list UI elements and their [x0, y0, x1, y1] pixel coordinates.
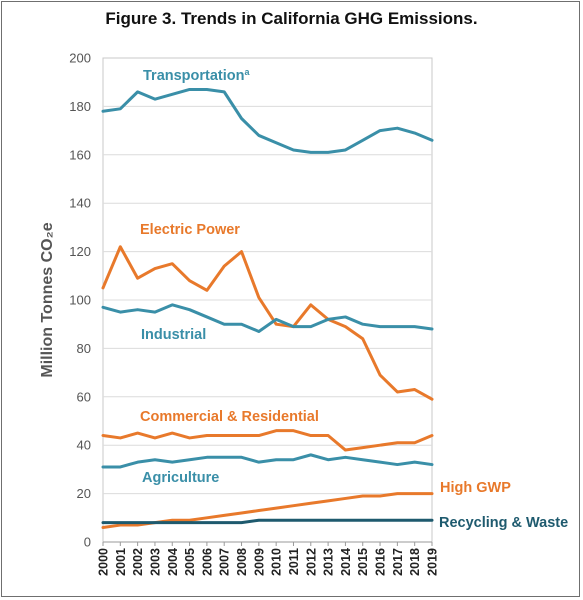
series-line-transportation [101, 87, 434, 154]
series-label-electric-power: Electric Power [140, 222, 240, 238]
x-tick-label: 2015 [356, 548, 370, 576]
y-tick-label: 180 [69, 99, 91, 114]
x-tick-label: 2005 [183, 548, 197, 576]
y-tick-label: 200 [69, 51, 91, 66]
y-tick-label: 20 [77, 486, 91, 501]
x-tick-label: 2000 [97, 548, 111, 576]
x-tick-label: 2014 [339, 548, 353, 576]
x-tick-label: 2006 [200, 548, 214, 576]
y-tick-label: 80 [77, 341, 91, 356]
x-tick-label: 2016 [374, 548, 388, 576]
series-label-superscript: a [245, 67, 251, 77]
y-tick-label: 60 [77, 389, 91, 404]
x-tick-label: 2009 [252, 548, 266, 576]
series-line-industrial [101, 303, 434, 333]
x-tick-label: 2002 [131, 548, 145, 576]
x-tick-label: 2018 [408, 548, 422, 576]
series-line-agriculture [101, 453, 434, 469]
x-tick-label: 2010 [270, 548, 284, 576]
y-tick-label: 0 [84, 535, 91, 550]
series-label-commercial-residential: Commercial & Residential [140, 409, 319, 425]
series-label-high-gwp: High GWP [440, 480, 511, 496]
y-tick-label: 160 [69, 147, 91, 162]
x-tick-label: 2012 [304, 548, 318, 576]
y-tick-label: 100 [69, 293, 91, 308]
series-label-industrial: Industrial [141, 327, 206, 343]
series-line-recycling-waste [101, 518, 434, 525]
y-tick-label: 120 [69, 244, 91, 259]
x-tick-label: 2017 [391, 548, 405, 576]
x-tick-label: 2004 [166, 548, 180, 576]
x-tick-label: 2011 [287, 548, 301, 575]
series-line-commercial-residential [101, 429, 434, 452]
y-tick-label: 40 [77, 438, 91, 453]
x-tick-label: 2013 [322, 548, 336, 576]
series-label-recycling-waste: Recycling & Waste [439, 515, 568, 531]
x-tick-label: 2007 [218, 548, 232, 576]
x-tick-label: 2003 [148, 548, 162, 576]
series-label-transportation: Transportationa [143, 67, 251, 84]
series-label-agriculture: Agriculture [142, 470, 219, 486]
y-axis-title: Million Tonnes CO₂e [39, 222, 56, 377]
x-tick-label: 2008 [235, 548, 249, 576]
x-tick-label: 2019 [426, 548, 440, 576]
y-tick-label: 140 [69, 196, 91, 211]
series-line-electric-power [101, 245, 434, 401]
x-tick-label: 2001 [114, 548, 128, 576]
chart-title: Figure 3. Trends in California GHG Emiss… [105, 9, 478, 28]
